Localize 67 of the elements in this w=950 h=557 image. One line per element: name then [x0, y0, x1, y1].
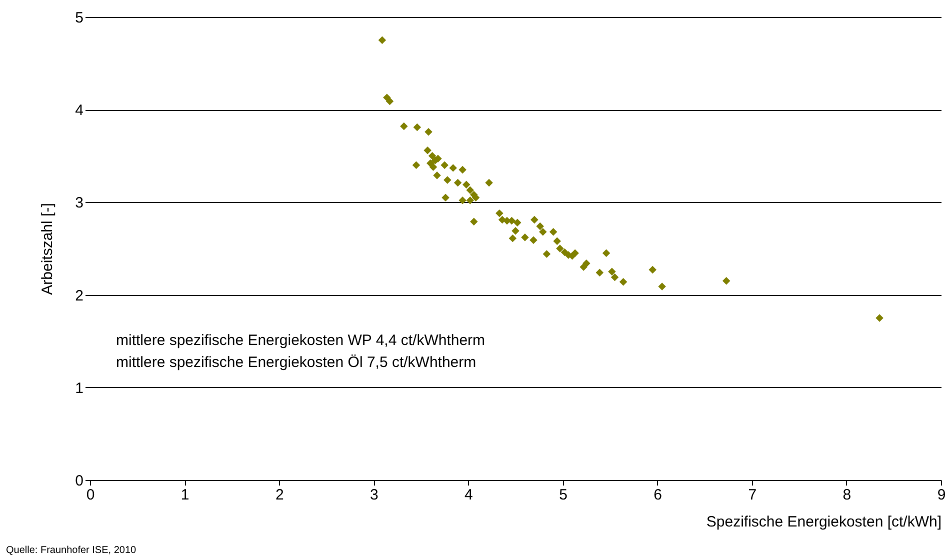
- annotation: mittlere spezifische Energiekosten Öl 7,5 ct/kWhtherm: [116, 354, 476, 371]
- point: [530, 216, 538, 224]
- point: [542, 250, 551, 258]
- point: [619, 278, 628, 286]
- point: [536, 222, 544, 230]
- point: [462, 180, 470, 188]
- point: [648, 266, 656, 274]
- point: [521, 234, 529, 242]
- point: [440, 161, 448, 170]
- point: [433, 171, 441, 180]
- point: [580, 263, 588, 271]
- y-tick-label: 1: [75, 380, 84, 397]
- x-tick-label: 0: [86, 486, 95, 504]
- point: [424, 146, 432, 154]
- point: [424, 128, 432, 136]
- point: [429, 163, 438, 171]
- point: [485, 178, 493, 187]
- point: [508, 234, 517, 242]
- point: [608, 268, 616, 276]
- point: [413, 123, 422, 132]
- x-tick-label: 1: [180, 486, 190, 504]
- x-tick-label: 4: [464, 486, 473, 504]
- point: [512, 227, 520, 235]
- point: [458, 166, 466, 174]
- annotation: mittlere spezifische Energiekosten WP 4,4 ct/kWhtherm: [116, 332, 486, 349]
- point: [553, 237, 561, 245]
- point: [722, 277, 730, 285]
- x-tick-label: 2: [275, 486, 284, 504]
- point: [442, 194, 450, 202]
- point: [658, 282, 666, 290]
- x-tick-label: 8: [842, 486, 852, 504]
- y-tick-label: 5: [75, 10, 84, 26]
- y-tick-label: 3: [75, 194, 84, 212]
- point: [596, 268, 604, 276]
- point: [602, 249, 610, 258]
- x-tick-label: 9: [937, 486, 946, 504]
- point: [610, 273, 619, 282]
- point: [530, 236, 538, 244]
- y-axis-title: Arbeitszahl [-]: [39, 203, 56, 295]
- point: [539, 228, 547, 236]
- point: [428, 152, 436, 160]
- point: [556, 244, 564, 252]
- point: [549, 228, 558, 236]
- point: [449, 164, 457, 172]
- point: [466, 186, 474, 194]
- point: [470, 218, 478, 226]
- point: [412, 161, 420, 170]
- point: [571, 249, 579, 258]
- point: [466, 196, 474, 204]
- source-note: Quelle: Fraunhofer ISE, 2010: [6, 545, 137, 556]
- point: [400, 122, 408, 130]
- point: [496, 209, 504, 218]
- x-tick-label: 6: [654, 486, 662, 504]
- point: [876, 314, 884, 322]
- x-tick-label: 7: [748, 486, 757, 504]
- y-tick-label: 4: [75, 102, 84, 120]
- point: [386, 97, 394, 106]
- point: [514, 218, 522, 226]
- point: [378, 36, 386, 44]
- point: [454, 178, 462, 187]
- x-axis-title: Spezifische Energiekosten [ct/kWh]: [706, 514, 942, 530]
- y-tick-label: 2: [75, 287, 84, 304]
- y-tick-label: 0: [75, 472, 84, 490]
- point: [444, 176, 452, 184]
- point: [458, 196, 466, 204]
- x-tick-label: 5: [559, 486, 568, 504]
- x-tick-label: 3: [370, 486, 378, 504]
